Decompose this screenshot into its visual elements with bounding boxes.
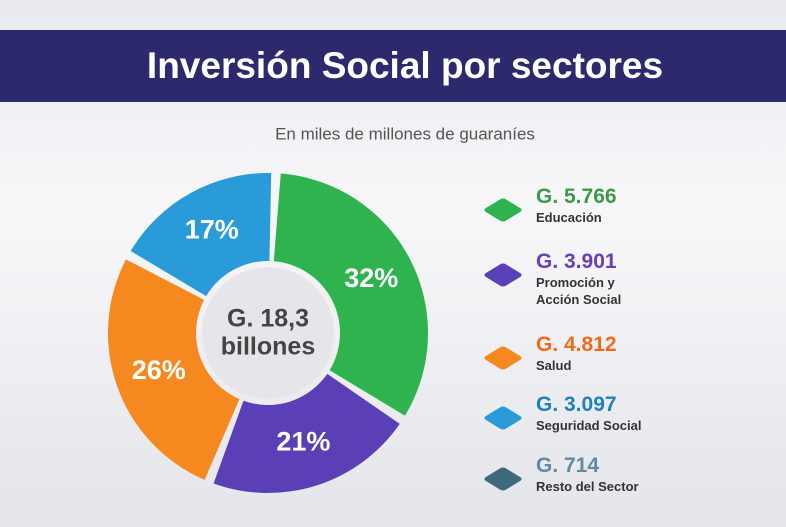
donut-segment xyxy=(273,173,429,416)
legend-swatch xyxy=(484,346,522,370)
value-label: 26% xyxy=(132,355,186,385)
legend-amount: G. 4.812 xyxy=(536,333,617,356)
legend-label: Salud xyxy=(536,358,572,373)
legend-swatch xyxy=(484,263,522,287)
legend-label: Seguridad Social xyxy=(536,418,642,433)
value-label: 32% xyxy=(344,263,398,293)
chart-title: Inversión Social por sectores xyxy=(147,45,663,86)
legend-label: Educación xyxy=(536,210,602,225)
value-label: 21% xyxy=(276,427,330,457)
legend-amount: G. 5.766 xyxy=(536,185,617,208)
center-label: billones xyxy=(221,333,315,361)
legend-amount: G. 3.097 xyxy=(536,393,617,416)
header-band xyxy=(0,30,786,102)
donut-segment xyxy=(108,259,240,480)
legend-label: Promoción y Acción Social xyxy=(536,275,622,307)
legend-label: Resto del Sector xyxy=(536,479,639,494)
donut-segment xyxy=(130,173,272,297)
chart-subtitle: En miles de millones de guaraníes xyxy=(275,124,535,143)
legend-amount: G. 714 xyxy=(536,454,600,477)
legend-swatch xyxy=(484,198,522,222)
value-label: 17% xyxy=(185,215,239,245)
donut-segment xyxy=(213,373,400,494)
center-label: G. 18,3 xyxy=(227,305,309,333)
legend-swatch xyxy=(484,406,522,430)
donut-center xyxy=(202,267,334,399)
legend-amount: G. 3.901 xyxy=(536,250,617,273)
legend-swatch xyxy=(484,467,522,491)
